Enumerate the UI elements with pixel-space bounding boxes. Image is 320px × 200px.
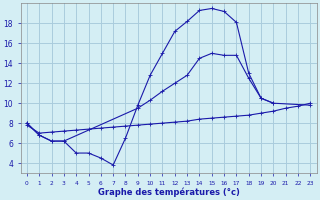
X-axis label: Graphe des températures (°c): Graphe des températures (°c) xyxy=(98,187,240,197)
